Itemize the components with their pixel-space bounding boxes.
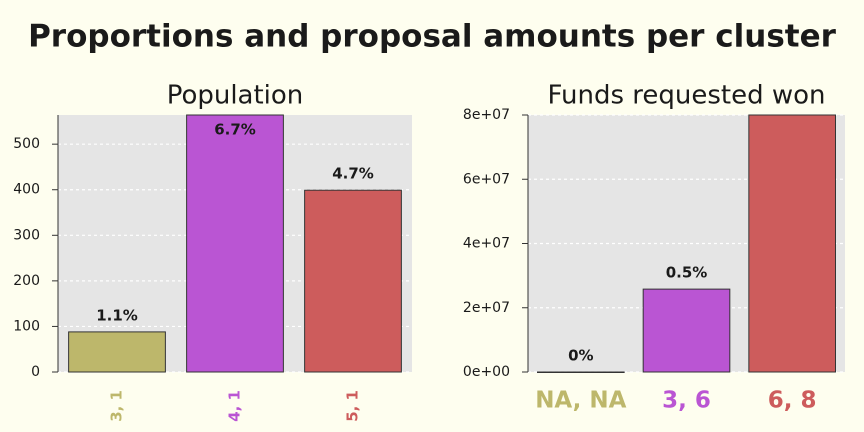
y-tick-label: 500 xyxy=(13,136,40,152)
x-tick-label: 3, 6 xyxy=(662,388,711,414)
x-tick-label: 6, 8 xyxy=(768,388,817,414)
bar xyxy=(748,114,836,373)
y-tick-label: 2e+07 xyxy=(463,300,510,316)
x-tick-label: 3, 1 xyxy=(108,390,126,422)
bar xyxy=(642,288,731,373)
y-tick-label: 8e+07 xyxy=(463,107,510,123)
chart-title: Population xyxy=(167,81,304,111)
y-tick-label: 0 xyxy=(31,364,40,380)
x-tick-label: 5, 1 xyxy=(344,390,362,422)
bar xyxy=(186,114,284,373)
bar-label: 4.7% xyxy=(332,165,374,183)
chart-title: Funds requested won xyxy=(547,81,825,111)
y-tick-label: 400 xyxy=(13,182,40,198)
bar-label: 1.1% xyxy=(96,306,138,324)
figure-title: Proportions and proposal amounts per clu… xyxy=(28,19,837,55)
bar-label: 0.5% xyxy=(666,264,708,282)
bar-label: 6.7% xyxy=(214,121,256,139)
x-tick-label: 4, 1 xyxy=(226,390,244,422)
bar xyxy=(537,371,625,373)
bar xyxy=(68,331,166,373)
x-tick-label: NA, NA xyxy=(535,388,626,414)
y-tick-label: 6e+07 xyxy=(463,171,510,187)
y-tick-label: 300 xyxy=(13,227,40,243)
bar xyxy=(304,189,402,373)
y-tick-label: 0e+00 xyxy=(463,364,510,380)
y-tick-label: 4e+07 xyxy=(463,236,510,252)
y-tick-label: 200 xyxy=(13,273,40,289)
y-tick-label: 100 xyxy=(13,318,40,334)
bar-label: 0% xyxy=(568,347,593,365)
